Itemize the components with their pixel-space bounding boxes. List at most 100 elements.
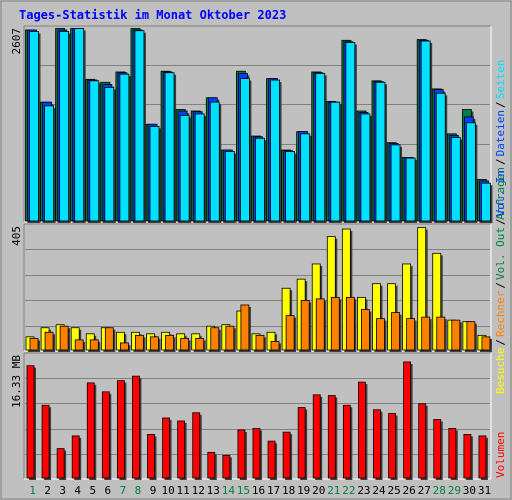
bar-rechner xyxy=(436,316,446,351)
bar-seiten xyxy=(74,28,85,222)
bar-rechner xyxy=(315,298,325,351)
y-max-label-visits: 405 xyxy=(10,226,23,246)
bar-seiten xyxy=(420,40,431,222)
bar-volumen xyxy=(222,454,231,479)
legend-item: / xyxy=(494,101,507,108)
bar-rechner xyxy=(180,337,190,351)
bar-rechner xyxy=(345,296,355,351)
legend-item: / xyxy=(494,339,507,346)
panel-requests-files-pages xyxy=(23,25,493,224)
bar-rechner xyxy=(391,312,400,351)
bar-seiten xyxy=(300,133,311,222)
bar-rechner xyxy=(285,315,295,351)
day-label: 13 xyxy=(207,484,220,497)
day-label: 20 xyxy=(312,484,325,497)
day-label: 9 xyxy=(150,484,157,497)
day-label: 28 xyxy=(433,484,446,497)
y-max-label-volume: 16.33 MB xyxy=(10,355,23,408)
bar-rechner xyxy=(74,339,84,351)
bar-rechner xyxy=(406,318,416,351)
day-label: 1 xyxy=(29,484,36,497)
bar-rechner xyxy=(29,337,39,351)
bar-rechner xyxy=(104,327,114,351)
bar-volumen xyxy=(162,417,170,479)
bar-volumen xyxy=(116,380,125,479)
day-label: 25 xyxy=(387,484,400,497)
bar-volumen xyxy=(71,435,80,479)
bar-volumen xyxy=(418,403,427,479)
bar-rechner xyxy=(165,334,174,351)
legend-item: Seiten xyxy=(494,60,507,100)
bar-volumen xyxy=(147,434,155,479)
bar-seiten xyxy=(435,92,446,222)
bar-seiten xyxy=(164,72,175,222)
bar-rechner xyxy=(330,296,340,351)
bar-seiten xyxy=(360,113,371,222)
bar-seiten xyxy=(134,30,145,222)
bar-seiten xyxy=(405,157,416,222)
bar-volumen xyxy=(101,391,110,479)
bar-seiten xyxy=(481,182,491,222)
bar-seiten xyxy=(194,113,205,222)
bar-volumen xyxy=(297,407,306,479)
bar-seiten xyxy=(44,105,54,222)
bar-seiten xyxy=(315,73,326,222)
bar-rechner xyxy=(59,325,69,351)
day-label: 30 xyxy=(463,484,476,497)
bar-volumen xyxy=(26,365,35,479)
bar-volumen xyxy=(358,381,366,479)
legend-visits-hosts-volumes: Besuche/Rechner/Vol. Out/Vol. In xyxy=(494,170,507,394)
bar-volumen xyxy=(177,420,186,479)
bar-rechner xyxy=(240,304,250,351)
bar-volumen xyxy=(463,434,472,479)
bar-volumen xyxy=(41,404,50,479)
bar-volumen xyxy=(327,395,336,479)
day-label: 31 xyxy=(478,484,491,497)
legend-item: / xyxy=(494,282,507,289)
day-label: 24 xyxy=(372,484,386,497)
panel-visits-hosts xyxy=(23,223,492,352)
bar-volumen xyxy=(207,451,216,479)
bar-rechner xyxy=(421,316,431,351)
bar-rechner xyxy=(451,319,461,351)
bar-seiten xyxy=(390,144,401,222)
bar-seiten xyxy=(465,122,476,222)
panel-volume xyxy=(23,352,492,480)
x-axis-day-labels: 1 2 3 4 5 6 7 8 9 10 11 12 13 14 15 16 17 18 19 20 21 22 23 24 2… xyxy=(29,484,491,497)
bar-seiten xyxy=(345,42,356,222)
bar-seiten xyxy=(450,137,461,222)
bar-volumen xyxy=(86,382,95,479)
day-label: 26 xyxy=(403,484,416,497)
bar-rechner xyxy=(210,327,220,351)
bar-volumen xyxy=(237,429,246,479)
day-label: 10 xyxy=(161,484,174,497)
legend-item: / xyxy=(494,218,507,225)
bar-seiten xyxy=(149,126,160,222)
legend-item: Vol. Out xyxy=(494,227,507,280)
day-label: 17 xyxy=(267,484,280,497)
bar-volumen xyxy=(56,448,65,479)
day-label: 15 xyxy=(237,484,250,497)
legend-item: Volumen xyxy=(494,432,507,478)
chart-title: Tages-Statistik im Monat Oktober 2023 xyxy=(19,8,286,22)
y-max-label-requests: 2607 xyxy=(10,28,23,55)
bar-seiten xyxy=(29,31,39,222)
bar-seiten xyxy=(240,78,250,222)
bar-rechner xyxy=(44,331,54,351)
bar-volumen xyxy=(312,394,321,479)
bar-rechner xyxy=(119,342,129,351)
bar-seiten xyxy=(104,87,115,222)
day-label: 18 xyxy=(282,484,295,497)
legend-item: Besuche xyxy=(494,348,507,394)
day-label: 3 xyxy=(59,484,66,497)
bar-rechner xyxy=(481,336,491,351)
day-label: 6 xyxy=(105,484,112,497)
legend-item: Dateien xyxy=(494,110,507,156)
legend-item: Rechner xyxy=(494,290,507,337)
bar-volumen xyxy=(282,431,291,479)
bar-rechner xyxy=(300,300,310,351)
day-label: 2 xyxy=(44,484,51,497)
bar-volumen xyxy=(403,361,412,479)
legend-item: Anfragen xyxy=(494,167,507,220)
